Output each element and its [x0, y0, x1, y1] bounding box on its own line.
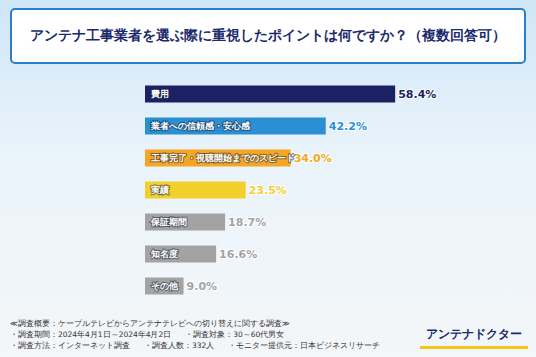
svg-text:34.0%: 34.0%: [294, 152, 332, 165]
svg-text:16.6%: 16.6%: [219, 248, 257, 261]
svg-text:その他: その他: [151, 281, 179, 291]
html-text:・調査方法：インターネット調査: ・調査方法：インターネット調査: [10, 341, 130, 350]
svg-text:業者への信頼感・安心感: 業者への信頼感・安心感: [150, 121, 251, 131]
svg-text:58.4%: 58.4%: [398, 88, 436, 101]
svg-text:42.2%: 42.2%: [329, 120, 367, 133]
svg-text:保証期間: 保証期間: [150, 217, 187, 227]
svg-text:工事完了・視聴開始までのスピード: 工事完了・視聴開始までのスピード: [150, 153, 295, 163]
svg-text:知名度: 知名度: [150, 249, 178, 259]
svg-text:18.7%: 18.7%: [228, 216, 266, 229]
html-text:アンテナドクター: アンテナドクター: [426, 327, 522, 341]
html-text:・調査期間：2024年4月1日～2024年4月2日: ・調査期間：2024年4月1日～2024年4月2日: [10, 330, 172, 339]
svg-text:費用: 費用: [150, 89, 169, 99]
svg-text:実績: 実績: [150, 185, 169, 195]
html-text:≪調査概要：ケーブルテレビからアンテナテレビへの切り替えに関: ≪調査概要：ケーブルテレビからアンテナテレビへの切り替えに関する調査≫: [10, 319, 290, 328]
svg-text:9.0%: 9.0%: [187, 280, 218, 293]
html-text:アンテナ工事業者を選ぶ際に重視したポイントは何ですか？（複数: アンテナ工事業者を選ぶ際に重視したポイントは何ですか？（複数回答可）: [30, 27, 506, 43]
svg-text:23.5%: 23.5%: [249, 184, 287, 197]
html-text:・調査人数：332人: ・調査人数：332人: [144, 341, 215, 350]
html-text:・モニター提供元：日本ビジネスリサーチ: ・モニター提供元：日本ビジネスリサーチ: [228, 341, 381, 350]
html-text:・調査対象：30～60代男女: ・調査対象：30～60代男女: [185, 330, 285, 339]
